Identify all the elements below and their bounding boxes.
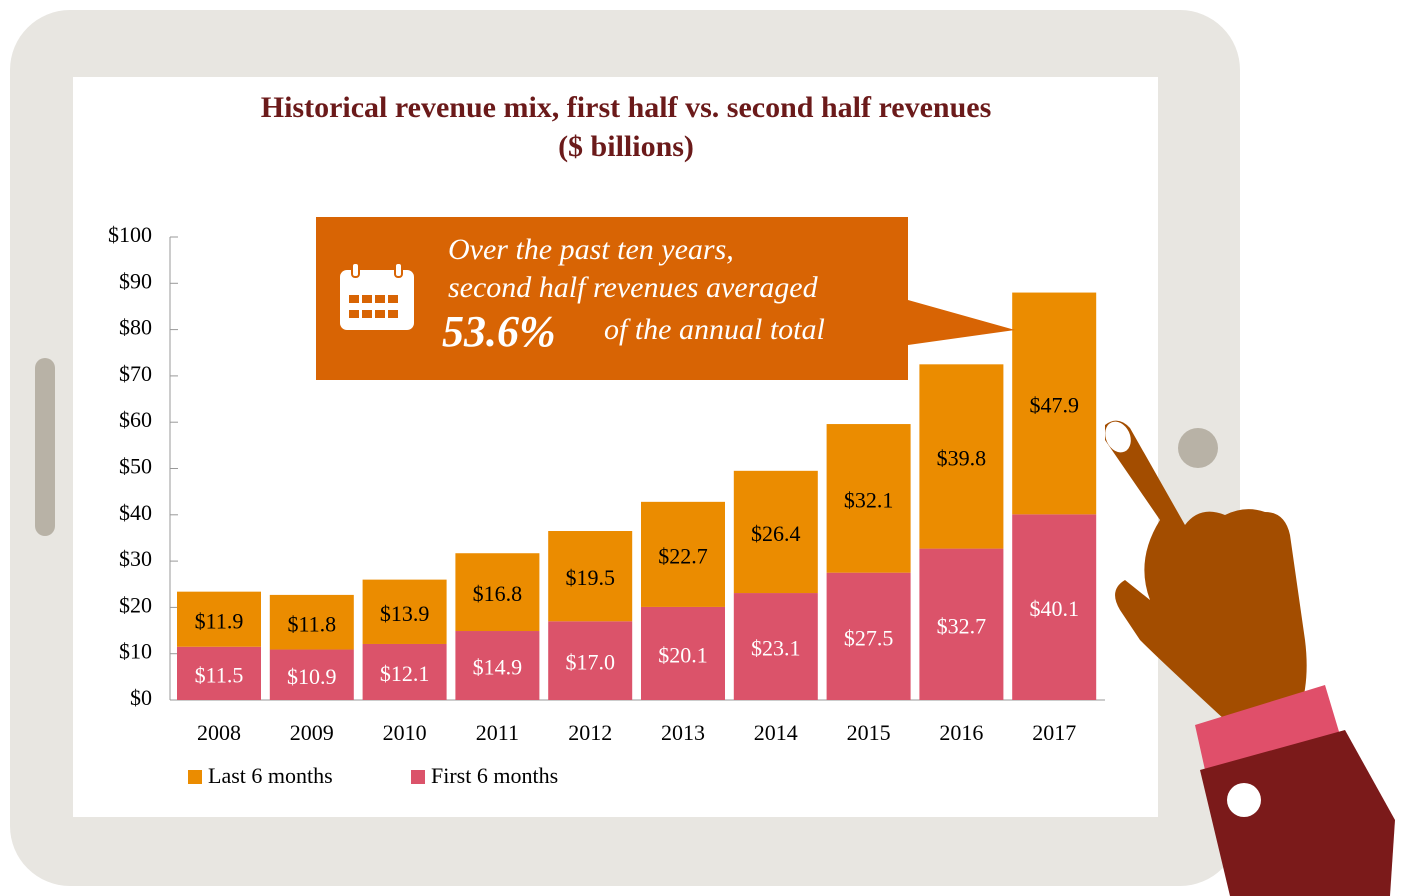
bar-segment	[919, 364, 1004, 549]
value-label: $11.5	[195, 662, 244, 687]
x-tick-label: 2014	[754, 720, 798, 745]
bar-segment	[177, 591, 261, 647]
bar-segment	[362, 643, 447, 700]
tablet-side-button	[35, 358, 55, 536]
value-label: $11.8	[287, 611, 336, 636]
value-label: $10.9	[287, 664, 337, 689]
value-label: $26.4	[751, 521, 801, 546]
bar-segment	[733, 593, 818, 700]
value-label: $14.9	[473, 655, 523, 680]
plot: $0 $10 $20 $30 $40 $50 $60 $70 $80 $90 $100 2008 $11…	[108, 222, 1105, 788]
y-tick-label: $80	[119, 315, 152, 340]
value-label: $13.9	[380, 601, 430, 626]
callout-text: second half revenues averaged	[448, 271, 819, 304]
value-label: $23.1	[751, 636, 801, 661]
bar-segment	[641, 606, 725, 700]
bar-segment	[455, 553, 540, 632]
bar-segment	[641, 501, 725, 607]
x-tick-label: 2015	[847, 720, 891, 745]
y-tick-label: $60	[119, 407, 152, 432]
value-label: $32.1	[844, 487, 894, 512]
legend-swatch	[411, 770, 425, 784]
value-label: $32.7	[937, 613, 987, 638]
y-tick-label: $50	[119, 454, 152, 479]
value-label: $40.1	[1029, 596, 1079, 621]
callout-box	[316, 217, 1015, 380]
callout-text: of the annual total	[604, 313, 825, 346]
x-tick-label: 2012	[568, 720, 612, 745]
y-tick-label: $70	[119, 361, 152, 386]
bar-segment	[548, 531, 633, 622]
chart-subtitle: ($ billions)	[558, 130, 694, 163]
value-label: $22.7	[658, 543, 708, 568]
callout-text: Over the past ten years,	[448, 233, 734, 266]
x-tick-label: 2010	[383, 720, 427, 745]
value-label: $12.1	[380, 661, 430, 686]
bar-segment	[455, 631, 540, 700]
x-tick-label: 2008	[197, 720, 241, 745]
x-tick-label: 2017	[1032, 720, 1076, 745]
x-tick-label: 2016	[939, 720, 983, 745]
bar-segment	[919, 548, 1004, 700]
legend-label: First 6 months	[431, 763, 558, 788]
x-tick-label: 2011	[476, 720, 519, 745]
y-tick-label: $20	[119, 592, 152, 617]
bar-segment	[1012, 292, 1097, 515]
bar-segment	[1012, 514, 1097, 700]
y-tick-label: $0	[130, 685, 152, 710]
legend-swatch	[188, 770, 202, 784]
x-tick-label: 2009	[290, 720, 334, 745]
y-tick-label: $90	[119, 268, 152, 293]
value-label: $20.1	[658, 643, 708, 668]
chart-title: Historical revenue mix, first half vs. s…	[261, 91, 992, 124]
value-label: $17.0	[565, 650, 615, 675]
x-tick-label: 2013	[661, 720, 705, 745]
value-label: $16.8	[473, 581, 523, 606]
value-label: $19.5	[565, 565, 615, 590]
bar-segment	[362, 579, 447, 644]
value-label: $27.5	[844, 625, 894, 650]
y-tick-label: $100	[108, 222, 152, 247]
callout: Over the past ten years, second half rev…	[316, 217, 1015, 380]
hand-illustration	[1105, 420, 1395, 896]
bar-segment	[733, 470, 818, 594]
bar-segment	[826, 572, 911, 700]
bar-segment	[269, 649, 354, 700]
value-label: $47.9	[1029, 392, 1079, 417]
legend-label: Last 6 months	[208, 763, 333, 788]
bar-segment	[826, 424, 911, 573]
value-label: $11.9	[195, 608, 244, 633]
y-tick-label: $10	[119, 639, 152, 664]
tablet-home-button	[1178, 428, 1218, 468]
value-label: $39.8	[937, 446, 987, 471]
y-tick-label: $40	[119, 500, 152, 525]
y-tick-label: $30	[119, 546, 152, 571]
calendar-icon	[340, 262, 414, 330]
bar-segment	[269, 594, 354, 650]
callout-highlight: 53.6%	[442, 307, 556, 356]
bar-segment	[177, 646, 261, 700]
bar-segment	[548, 621, 633, 700]
